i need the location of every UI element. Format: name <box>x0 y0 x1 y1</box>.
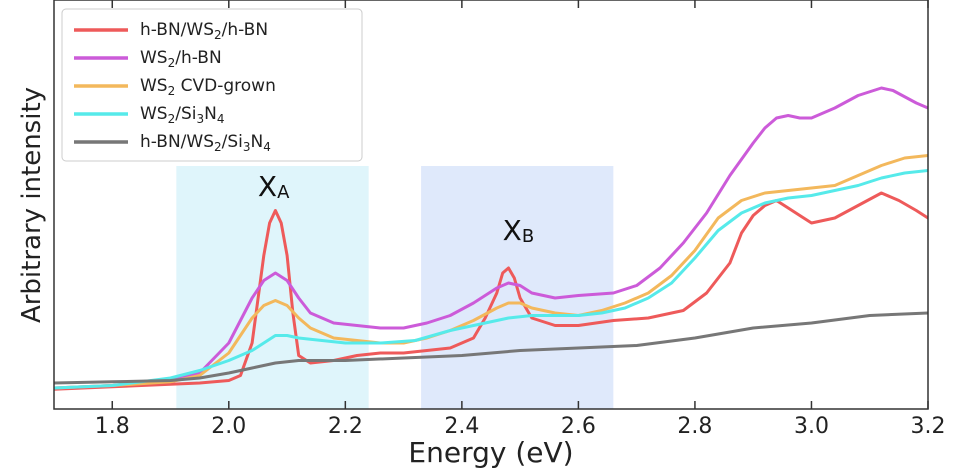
x-tick-label-6: 2.8 <box>677 414 712 439</box>
annotation-2: XB <box>503 214 535 247</box>
legend-label-4: WS2/Si3N4 <box>140 104 225 126</box>
legend-label-1: h-BN/WS2/h-BN <box>140 20 268 42</box>
series-line-4 <box>54 169 928 390</box>
x-tick-label-4: 2.4 <box>444 414 479 439</box>
legend: h-BN/WS2/h-BN WS2/h-BN WS2 CVD-grown WS2/Si… <box>61 8 363 162</box>
x-axis-label: Energy (eV) <box>408 436 573 469</box>
x-tick-label-7: 3.0 <box>794 414 829 439</box>
series-line-5 <box>54 311 928 385</box>
x-axis-ticks: 1.8 2.0 2.2 2.4 2.6 2.8 3.0 3.2 <box>95 0 946 439</box>
series-line-1 <box>54 191 928 391</box>
x-tick-label-5: 2.6 <box>561 414 596 439</box>
x-tick-label-2: 2.0 <box>211 414 246 439</box>
series-line-2 <box>54 86 928 390</box>
plot-frame <box>53 0 929 410</box>
legend-box <box>61 8 363 162</box>
peak-annotations: XA XB <box>258 170 534 247</box>
annotation-1: XA <box>258 170 290 203</box>
x-tick-label-8: 3.2 <box>911 414 946 439</box>
legend-label-5: h-BN/WS2/Si3N4 <box>140 132 271 154</box>
legend-label-2: WS2/h-BN <box>140 48 222 70</box>
x-tick-label-1: 1.8 <box>95 414 130 439</box>
legend-label-3: WS2 CVD-grown <box>140 76 276 98</box>
x-tick-label-3: 2.2 <box>328 414 363 439</box>
series-lines <box>54 86 928 391</box>
y-axis-label: Arbitrary intensity <box>17 87 47 323</box>
series-line-3 <box>54 154 928 390</box>
